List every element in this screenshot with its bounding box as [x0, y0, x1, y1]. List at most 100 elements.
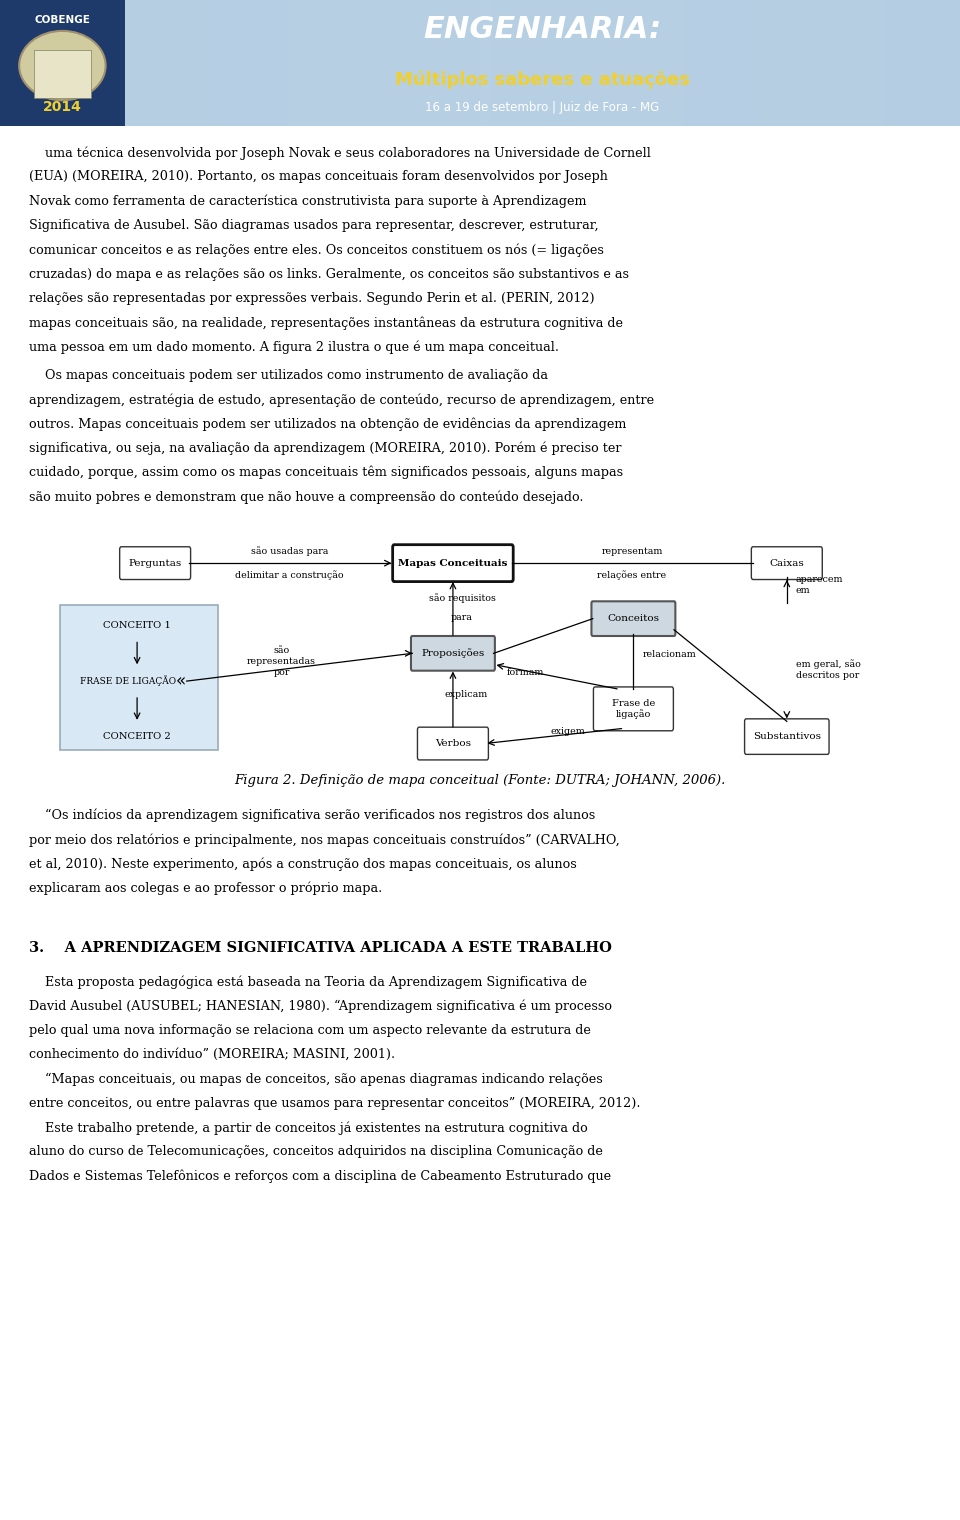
Text: Figura 2. Definição de mapa conceitual (Fonte: DUTRA; JOHANN, 2006).: Figura 2. Definição de mapa conceitual (… [234, 774, 726, 787]
Text: «: « [176, 672, 185, 690]
Bar [134, 0, 144, 126]
Bar [355, 0, 365, 126]
Text: explicam: explicam [444, 690, 488, 699]
FancyBboxPatch shape [752, 547, 823, 579]
Bar [538, 0, 547, 126]
Bar [144, 0, 154, 126]
Text: são requisitos: são requisitos [428, 593, 495, 603]
Bar [346, 0, 355, 126]
Bar [710, 0, 720, 126]
Bar [557, 0, 566, 126]
Bar [768, 0, 778, 126]
Text: são usadas para: são usadas para [251, 546, 328, 556]
Text: uma técnica desenvolvida por Joseph Novak e seus colaboradores na Universidade d: uma técnica desenvolvida por Joseph Nova… [29, 146, 651, 160]
Bar [288, 0, 298, 126]
Bar [701, 0, 710, 126]
Text: são muito pobres e demonstram que não houve a compreensão do conteúdo desejado.: são muito pobres e demonstram que não ho… [29, 491, 584, 503]
Bar [874, 0, 883, 126]
Bar [403, 0, 413, 126]
Bar [115, 0, 125, 126]
Bar [854, 0, 864, 126]
Bar [816, 0, 826, 126]
Bar [749, 0, 758, 126]
Bar [48, 0, 58, 126]
Text: mapas conceituais são, na realidade, representações instantâneas da estrutura co: mapas conceituais são, na realidade, rep… [29, 316, 623, 330]
Bar [106, 0, 115, 126]
Text: Os mapas conceituais podem ser utilizados como instrumento de avaliação da: Os mapas conceituais podem ser utilizado… [29, 369, 548, 382]
Bar [38, 0, 48, 126]
Bar [518, 0, 528, 126]
Bar [758, 0, 768, 126]
Bar [845, 0, 854, 126]
Bar [432, 0, 442, 126]
Bar [682, 0, 691, 126]
Bar [0, 0, 10, 126]
Text: FRASE DE LIGAÇÃO: FRASE DE LIGAÇÃO [80, 676, 176, 687]
Text: outros. Mapas conceituais podem ser utilizados na obtenção de evidências da apre: outros. Mapas conceituais podem ser util… [29, 418, 626, 432]
Bar [883, 0, 893, 126]
Bar [221, 0, 230, 126]
Bar [77, 0, 86, 126]
Text: uma pessoa em um dado momento. A figura 2 ilustra o que é um mapa conceitual.: uma pessoa em um dado momento. A figura … [29, 340, 559, 354]
Text: 3.    A APRENDIZAGEM SIGNIFICATIVA APLICADA A ESTE TRABALHO: 3. A APRENDIZAGEM SIGNIFICATIVA APLICADA… [29, 941, 612, 955]
Text: Caixas: Caixas [770, 559, 804, 567]
Ellipse shape [19, 30, 106, 100]
Bar [154, 0, 163, 126]
Bar [902, 0, 912, 126]
Bar [912, 0, 922, 126]
Text: Conceitos: Conceitos [608, 614, 660, 623]
Bar [413, 0, 422, 126]
Bar [60, 605, 218, 751]
Text: aparecem: aparecem [796, 575, 843, 584]
Text: (EUA) (MOREIRA, 2010). Portanto, os mapas conceituais foram desenvolvidos por Jo: (EUA) (MOREIRA, 2010). Portanto, os mapa… [29, 170, 608, 184]
Text: Substantivos: Substantivos [753, 733, 821, 742]
Bar [720, 0, 730, 126]
Bar [336, 0, 346, 126]
Bar [34, 50, 91, 99]
Bar [67, 0, 77, 126]
Bar [384, 0, 394, 126]
Bar [922, 0, 931, 126]
Text: Frase de
ligação: Frase de ligação [612, 699, 655, 719]
Bar [250, 0, 259, 126]
Bar [634, 0, 643, 126]
FancyBboxPatch shape [411, 635, 495, 670]
Bar [269, 0, 278, 126]
Text: delimitar a construção: delimitar a construção [235, 570, 344, 579]
Text: são: são [274, 646, 290, 655]
Bar [365, 0, 374, 126]
Bar [211, 0, 221, 126]
Bar [950, 0, 960, 126]
Bar [490, 0, 499, 126]
Text: relações são representadas por expressões verbais. Segundo Perin et al. (PERIN, : relações são representadas por expressõe… [29, 292, 594, 306]
Text: “Os indícios da aprendizagem significativa serão verificados nos registros dos a: “Os indícios da aprendizagem significati… [29, 809, 595, 822]
Bar [566, 0, 576, 126]
Bar [182, 0, 192, 126]
Bar [576, 0, 586, 126]
Bar [58, 0, 67, 126]
Bar [778, 0, 787, 126]
Text: Esta proposta pedagógica está baseada na Teoria da Aprendizagem Significativa de: Esta proposta pedagógica está baseada na… [29, 976, 587, 990]
Bar [451, 0, 461, 126]
Text: aluno do curso de Telecomunicações, conceitos adquiridos na disciplina Comunicaç: aluno do curso de Telecomunicações, conc… [29, 1145, 603, 1158]
Text: em: em [796, 585, 810, 594]
Text: CONCEITO 2: CONCEITO 2 [104, 733, 171, 742]
Text: Mapas Conceituais: Mapas Conceituais [398, 559, 508, 567]
Text: ENGENHARIA:: ENGENHARIA: [423, 15, 661, 44]
Bar [163, 0, 173, 126]
Text: aprendizagem, estratégia de estudo, apresentação de conteúdo, recurso de aprendi: aprendizagem, estratégia de estudo, apre… [29, 394, 654, 407]
Bar [298, 0, 307, 126]
Bar [893, 0, 902, 126]
Bar [10, 0, 19, 126]
FancyBboxPatch shape [120, 547, 191, 579]
Bar [480, 0, 490, 126]
Text: representam: representam [601, 547, 662, 556]
Bar [0, 0, 125, 126]
Bar [259, 0, 269, 126]
Text: 16 a 19 de setembro | Juiz de Fora - MG: 16 a 19 de setembro | Juiz de Fora - MG [425, 100, 660, 114]
FancyBboxPatch shape [418, 727, 489, 760]
Bar [29, 0, 38, 126]
Text: CONCEITO 1: CONCEITO 1 [103, 622, 171, 631]
Text: Múltiplos saberes e atuações: Múltiplos saberes e atuações [395, 70, 690, 90]
Bar [941, 0, 950, 126]
